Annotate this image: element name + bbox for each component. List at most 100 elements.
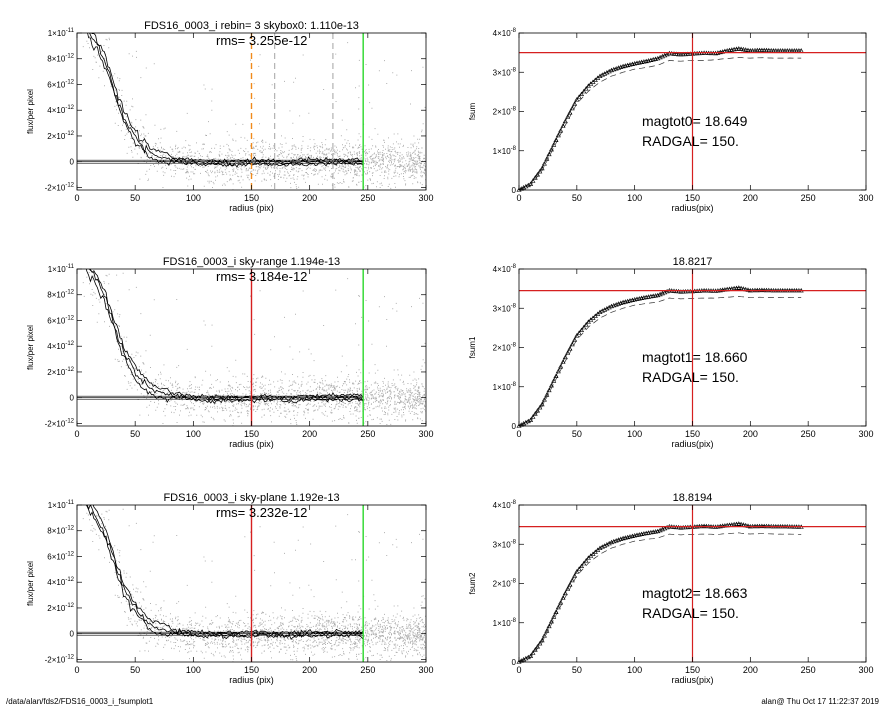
radgal-annotation: RADGAL= 150.	[642, 369, 739, 385]
y-tick-label: 3×10-8	[493, 539, 517, 549]
y-tick-label: 4×10-8	[493, 28, 517, 38]
profile-panel-1: 0 50 100 150 200 250 300 1×10-11 8×10-12 6×10-12 4…	[26, 20, 434, 213]
y-tick-label: 3×10-8	[493, 67, 517, 77]
x-tick-label: 300	[418, 665, 433, 675]
x-tick-label: 200	[743, 429, 758, 439]
y-axis-label: fsum	[468, 103, 477, 121]
x-tick-label: 0	[516, 429, 521, 439]
x-tick-label: 150	[685, 193, 700, 203]
x-tick-label: 50	[130, 665, 140, 675]
x-axis-label: radius (pix)	[229, 203, 274, 213]
y-tick-label: -2×10-12	[45, 654, 75, 664]
y-tick-label: 0	[70, 630, 75, 639]
x-tick-label: 150	[685, 429, 700, 439]
growth-panel-1: 0 50 100 150 200 250 300 4×10-8 3×10-8 2×10-8 1×10…	[468, 28, 874, 213]
growth-upper-curve	[518, 523, 802, 662]
x-tick-label: 300	[418, 429, 433, 439]
y-tick-label: 8×10-12	[47, 54, 74, 64]
x-axis-label: radius(pix)	[671, 203, 713, 213]
y-tick-label: 4×10-12	[47, 341, 74, 351]
x-tick-label: 250	[801, 429, 816, 439]
y-tick-label: -2×10-12	[45, 418, 75, 428]
magtot-annotation: magtot2= 18.663	[642, 585, 748, 601]
x-tick-label: 50	[572, 429, 582, 439]
y-tick-label: 0	[512, 186, 517, 195]
rms-annotation: rms= 3.255e-12	[216, 33, 307, 48]
radgal-annotation: RADGAL= 150.	[642, 605, 739, 621]
x-tick-label: 150	[244, 429, 259, 439]
y-tick-label: -2×10-12	[45, 182, 75, 192]
magtot-annotation: magtot0= 18.649	[642, 113, 748, 129]
y-axis-label: flux/per pixel	[26, 89, 35, 134]
x-tick-label: 100	[186, 193, 201, 203]
x-tick-label: 200	[302, 665, 317, 675]
x-tick-label: 150	[685, 665, 700, 675]
y-tick-label: 4×10-12	[47, 577, 74, 587]
x-tick-label: 100	[186, 429, 201, 439]
y-tick-label: 0	[512, 658, 517, 667]
y-tick-label: 2×10-8	[493, 107, 517, 117]
y-tick-label: 2×10-12	[47, 131, 74, 141]
x-tick-label: 300	[418, 193, 433, 203]
x-tick-label: 100	[627, 193, 642, 203]
y-tick-label: 1×10-11	[48, 500, 75, 510]
growth-lower-curve	[518, 56, 802, 191]
footer-timestamp: alan@ Thu Oct 17 11:22:37 2019	[761, 697, 879, 706]
rms-annotation: rms= 3.232e-12	[216, 505, 307, 520]
x-axis-label: radius(pix)	[671, 675, 713, 685]
x-tick-label: 0	[74, 193, 79, 203]
x-tick-label: 0	[516, 665, 521, 675]
x-tick-label: 300	[858, 429, 873, 439]
panel-title: FDS16_0003_i sky-plane 1.192e-13	[163, 492, 339, 504]
y-tick-label: 0	[512, 422, 517, 431]
growth-upper-curve	[518, 47, 802, 191]
x-axis-label: radius (pix)	[229, 675, 274, 685]
profile-panel-2: 0 50 100 150 200 250 300 1×10-11 8×10-12 6×10-12 4…	[26, 256, 434, 449]
x-tick-label: 100	[627, 429, 642, 439]
growth-lower-curve	[518, 296, 802, 427]
profile-curve	[91, 33, 363, 164]
x-tick-label: 300	[858, 193, 873, 203]
x-axis-label: radius(pix)	[671, 439, 713, 449]
x-tick-label: 250	[360, 429, 375, 439]
plot-area	[77, 269, 426, 426]
x-tick-label: 50	[130, 193, 140, 203]
x-tick-label: 100	[186, 665, 201, 675]
panel-title: FDS16_0003_i rebin= 3 skybox0: 1.110e-13	[144, 20, 359, 32]
magtot-annotation: magtot1= 18.660	[642, 349, 748, 365]
x-tick-label: 200	[302, 193, 317, 203]
y-tick-label: 6×10-12	[47, 79, 74, 89]
y-tick-label: 1×10-11	[48, 264, 75, 274]
x-tick-label: 200	[743, 665, 758, 675]
x-tick-label: 0	[74, 429, 79, 439]
y-tick-label: 2×10-8	[493, 343, 517, 353]
panel-title: 18.8217	[673, 256, 713, 268]
profile-curve	[86, 505, 363, 638]
footer-file-path: /data/alan/fds2/FDS16_0003_i_fsumplot1	[6, 697, 154, 706]
x-tick-label: 150	[244, 665, 259, 675]
x-tick-label: 150	[244, 193, 259, 203]
growth-panel-2: 0 50 100 150 200 250 300 4×10-8 3×10-8 2×10-8 1×10…	[468, 256, 874, 449]
x-axis-label: radius (pix)	[229, 439, 274, 449]
y-tick-label: 6×10-12	[47, 315, 74, 325]
y-tick-label: 1×10-8	[493, 146, 517, 156]
x-tick-label: 0	[516, 193, 521, 203]
x-tick-label: 200	[743, 193, 758, 203]
y-axis-label: flux/per pixel	[26, 325, 35, 370]
profile-curve	[89, 269, 363, 400]
x-tick-label: 200	[302, 429, 317, 439]
panel-title: FDS16_0003_i sky-range 1.194e-13	[163, 256, 340, 268]
plot-area	[77, 33, 426, 190]
y-tick-label: 2×10-8	[493, 579, 517, 589]
y-tick-label: 0	[70, 158, 75, 167]
y-axis-label: flux/per pixel	[26, 561, 35, 606]
y-tick-label: 1×10-8	[493, 618, 517, 628]
x-tick-label: 50	[572, 193, 582, 203]
y-tick-label: 4×10-12	[47, 105, 74, 115]
x-tick-label: 0	[74, 665, 79, 675]
x-tick-label: 250	[801, 665, 816, 675]
rms-annotation: rms= 3.184e-12	[216, 269, 307, 284]
profile-curve	[92, 505, 363, 637]
y-tick-label: 8×10-12	[47, 290, 74, 300]
